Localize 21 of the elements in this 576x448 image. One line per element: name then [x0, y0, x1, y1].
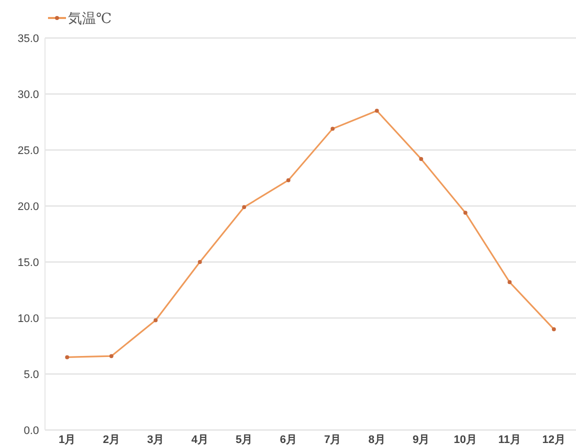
x-tick-label: 5月: [236, 434, 253, 446]
x-tick-label: 1月: [58, 434, 76, 446]
x-tick-label: 11月: [498, 434, 521, 446]
x-tick-label: 3月: [147, 434, 164, 446]
x-tick-label: 2月: [102, 434, 120, 446]
x-tick-label: 12月: [542, 434, 566, 446]
y-tick-label: 20.0: [18, 201, 39, 213]
y-tick-label: 30.0: [18, 89, 39, 101]
x-tick-label: 4月: [191, 434, 208, 446]
y-tick-label: 25.0: [18, 145, 39, 157]
x-tick-label: 10月: [454, 434, 477, 446]
x-tick-label: 6月: [280, 434, 297, 446]
y-tick-label: 5.0: [24, 369, 39, 381]
y-tick-label: 15.0: [18, 257, 39, 269]
y-tick-label: 10.0: [18, 313, 39, 325]
y-tick-label: 0.0: [24, 425, 39, 437]
x-tick-label: 8月: [368, 434, 386, 446]
y-tick-label: 35.0: [18, 33, 39, 45]
x-tick-label: 7月: [324, 434, 342, 446]
x-tick-label: 9月: [412, 434, 430, 446]
legend-label: 気温℃: [68, 11, 112, 27]
